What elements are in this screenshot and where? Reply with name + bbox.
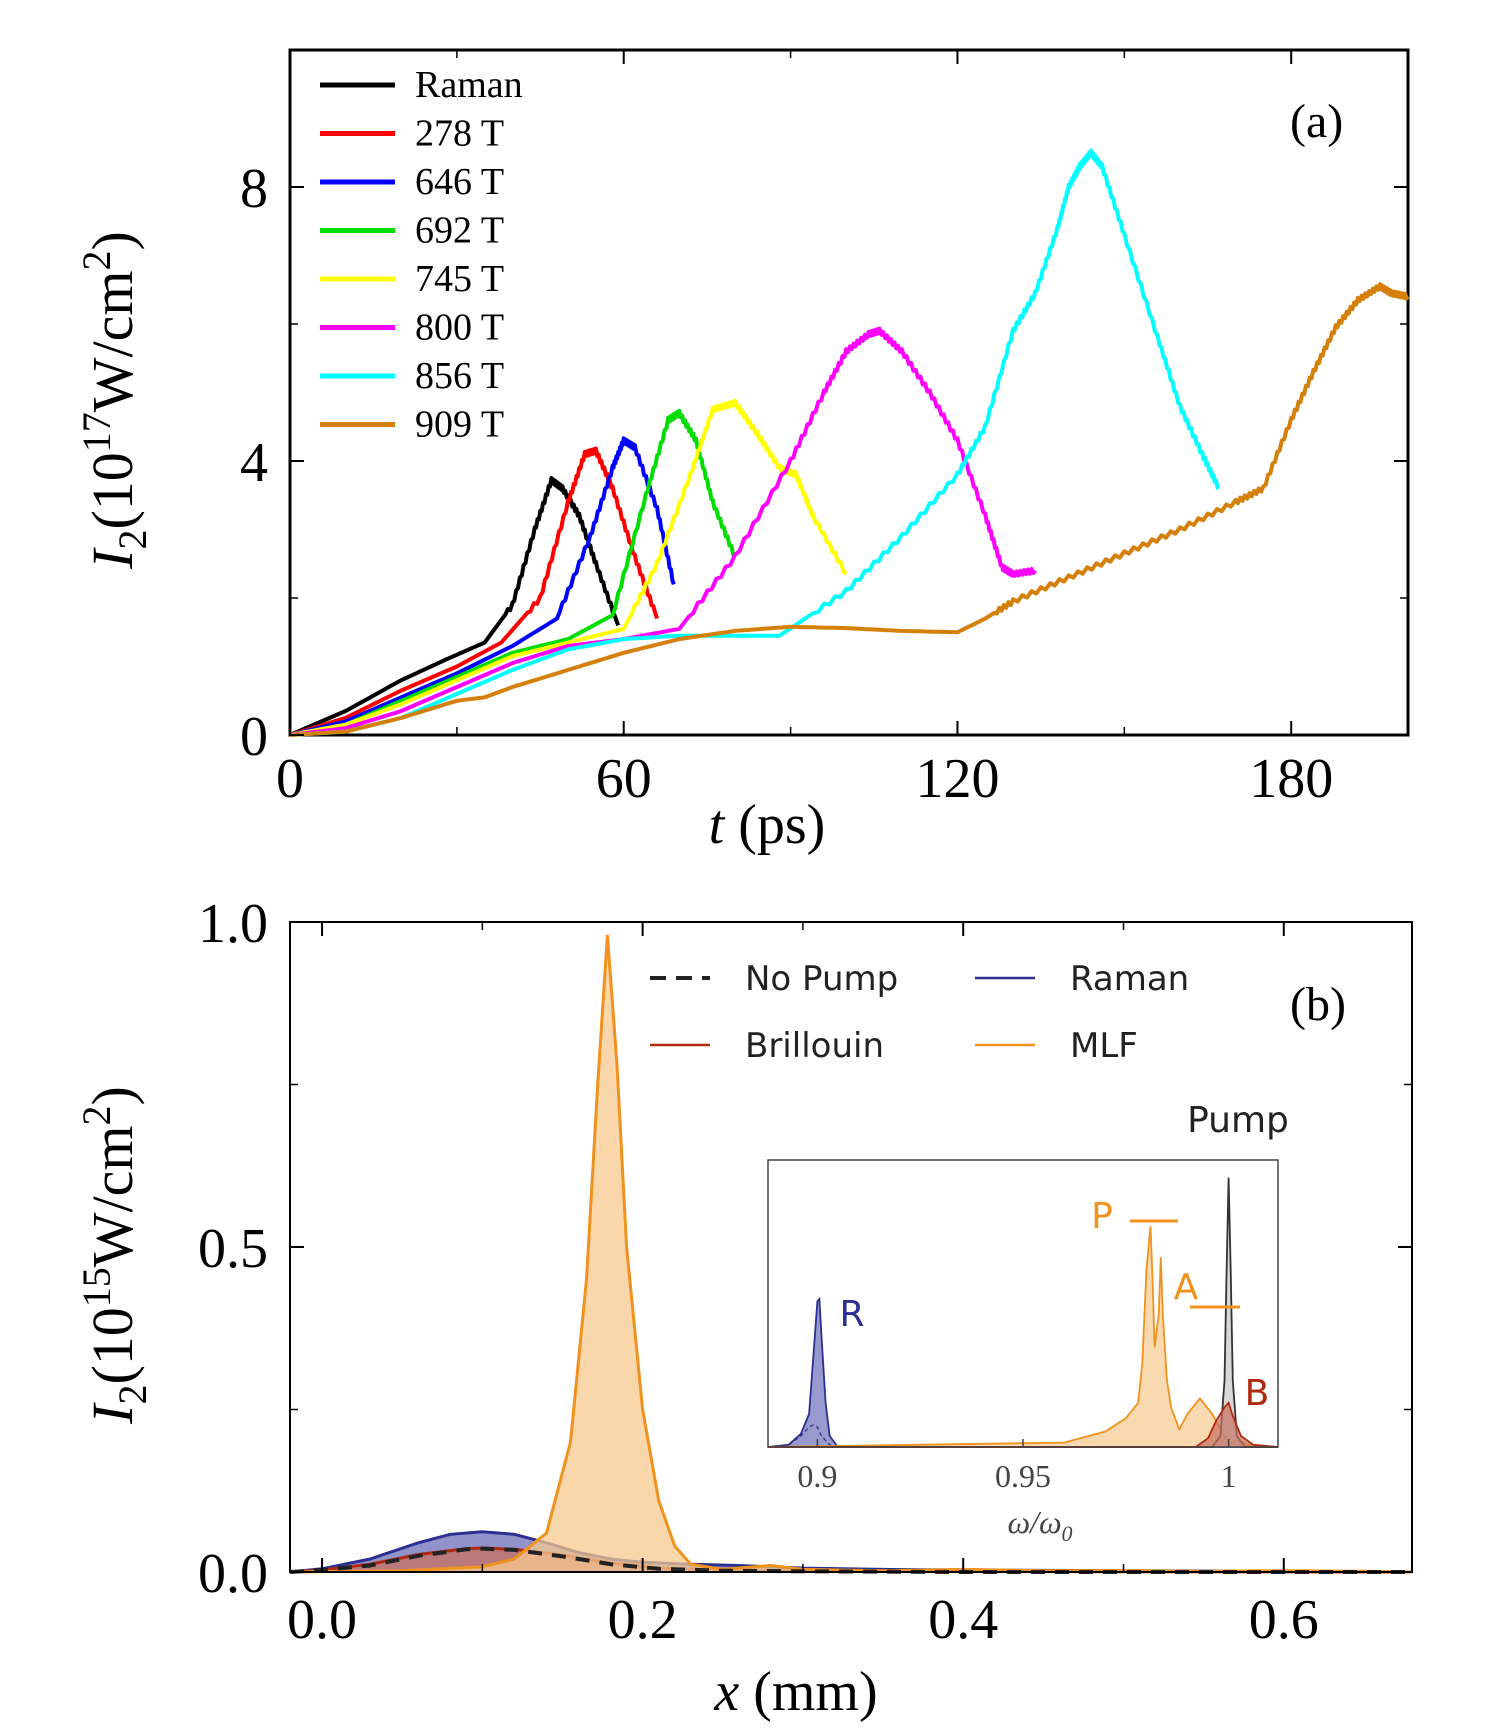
inset-annotation-r: R [839, 1294, 864, 1335]
panel-a-series-group [289, 148, 1410, 737]
legend-label-raman: Raman [415, 64, 523, 106]
panel-b-legend: No Pump Raman Brillouin MLF [650, 959, 1189, 1066]
legend-label-909-t: 909 T [415, 404, 504, 446]
inset-line-raman [767, 1296, 1278, 1448]
panel-b-label: (b) [1290, 978, 1346, 1031]
panel-a-xlabel: t (ps) [709, 794, 826, 856]
inset-ticks-group: 0.9 0.95 1 [797, 1439, 1237, 1494]
y-tick-label: 4 [240, 432, 268, 494]
inset-x-tick-label: 1 [1221, 1458, 1237, 1494]
panel-b-ticks-group: 0.0 0.2 0.4 0.6 0.0 0.5 1.0 [198, 893, 1412, 1651]
series-line-800-t [289, 326, 1037, 737]
x-tick-label: 0.0 [287, 1589, 357, 1651]
legend-label-692-t: 692 T [415, 210, 504, 252]
x-tick-label: 0.4 [928, 1589, 998, 1651]
series-line-raman [289, 476, 621, 737]
x-tick-label: 0.2 [608, 1589, 678, 1651]
y-tick-label: 0.5 [198, 1218, 268, 1280]
x-tick-label: 60 [596, 748, 652, 810]
inset-line-raman-dashed [767, 1424, 1278, 1448]
legend-label-mlf: MLF [1070, 1026, 1138, 1066]
x-tick-label: 0 [276, 748, 304, 810]
panel-b-xlabel: x (mm) [713, 1661, 877, 1723]
inset-series-group [767, 1177, 1279, 1448]
legend-label-brillouin: Brillouin [745, 1026, 884, 1066]
inset-area-mlf [768, 1226, 1278, 1447]
inset-x-tick-label: 0.9 [797, 1458, 837, 1494]
x-tick-label: 0.6 [1249, 1589, 1319, 1651]
panel-b-ylabel: I2(1015W/cm2) [74, 1086, 155, 1425]
panel-a: 0 60 120 180 0 4 8 Raman 278 T 646 T 692 T 745 T 80… [74, 48, 1410, 856]
inset-background [768, 1160, 1278, 1447]
panel-a-frame [288, 48, 1410, 737]
legend-label-raman: Raman [1070, 959, 1189, 999]
inset-x-tick-label: 0.95 [995, 1458, 1051, 1494]
inset-area-brillouin [768, 1402, 1278, 1447]
inset: 0.9 0.95 1 ω/ω0 Pump P A R B [767, 1100, 1289, 1546]
series-line-856-t [289, 148, 1220, 737]
inset-annotation-b: B [1245, 1373, 1270, 1414]
x-tick-label: 180 [1249, 748, 1333, 810]
legend-label-no-pump: No Pump [745, 959, 898, 999]
series-line-646-t [289, 436, 676, 737]
x-tick-label: 120 [915, 748, 999, 810]
inset-xlabel: ω/ω0 [1007, 1504, 1072, 1546]
panel-b: 0.0 0.2 0.4 0.6 0.0 0.5 1.0 No Pump Raman Brillo… [74, 893, 1413, 1723]
series-line-278-t [289, 446, 659, 737]
legend-label-856-t: 856 T [415, 355, 504, 397]
panel-a-legend: Raman 278 T 646 T 692 T 745 T 800 T 856 T 909 T [320, 64, 523, 446]
legend-label-278-t: 278 T [415, 113, 504, 155]
panel-a-ticks-group: 0 60 120 180 0 4 8 [240, 50, 1408, 810]
inset-annotation-pump: Pump [1187, 1100, 1289, 1141]
panel-a-ylabel: I2(1017W/cm2) [74, 231, 155, 570]
panel-a-label: (a) [1290, 95, 1343, 148]
inset-annotation-a: A [1174, 1267, 1199, 1308]
y-tick-label: 8 [240, 158, 268, 220]
legend-label-745-t: 745 T [415, 258, 504, 300]
inset-area-raman [768, 1299, 1278, 1447]
series-line-909-t [289, 282, 1410, 737]
inset-annotation-p: P [1091, 1196, 1113, 1237]
legend-label-646-t: 646 T [415, 161, 504, 203]
legend-label-800-t: 800 T [415, 307, 504, 349]
y-tick-label: 0 [240, 706, 268, 768]
y-tick-label: 0.0 [198, 1543, 268, 1605]
y-tick-label: 1.0 [198, 893, 268, 955]
series-line-745-t [289, 398, 848, 737]
series-line-692-t [289, 408, 737, 737]
inset-line-brillouin [768, 1401, 1279, 1448]
